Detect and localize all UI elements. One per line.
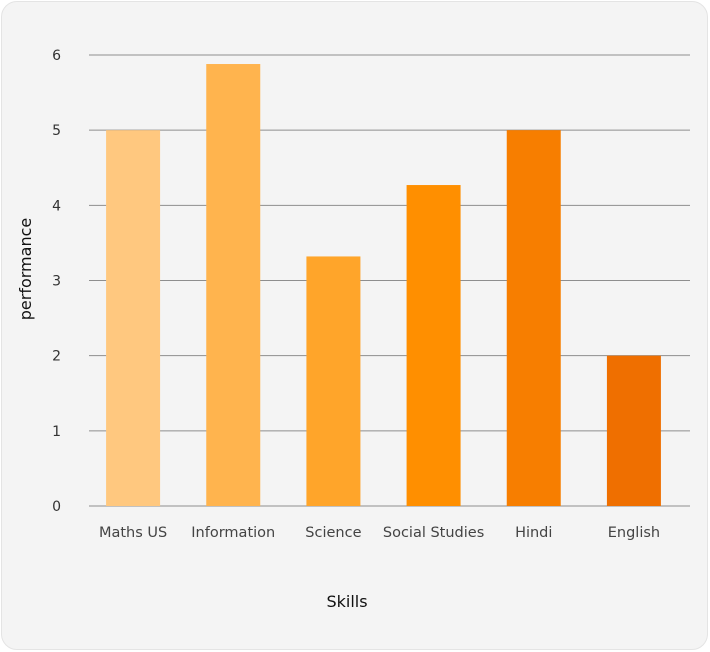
x-tick-label: Science <box>305 525 361 541</box>
x-tick-label: Hindi <box>515 525 552 541</box>
bar-science <box>306 256 361 506</box>
x-tick-label: Information <box>191 525 275 541</box>
bar-english <box>606 355 661 506</box>
y-axis-title: performance <box>16 218 35 320</box>
gridlines <box>89 54 690 507</box>
bar-social-studies <box>406 185 461 506</box>
bar-maths-us <box>106 130 161 506</box>
x-tick-label: English <box>608 525 660 541</box>
x-axis-ticks: Maths US Information Science Social Studies… <box>99 525 660 541</box>
x-axis-title: Skills <box>326 592 367 611</box>
y-tick-label: 2 <box>52 349 61 365</box>
y-tick-label: 6 <box>52 48 61 64</box>
bars <box>106 64 661 507</box>
y-tick-label: 3 <box>52 274 61 290</box>
y-tick-label: 0 <box>52 499 61 515</box>
bar-information <box>206 64 261 507</box>
y-axis-ticks: 0 1 2 3 4 5 6 <box>52 48 61 515</box>
y-tick-label: 5 <box>52 123 61 139</box>
y-tick-label: 1 <box>52 424 61 440</box>
y-tick-label: 4 <box>52 198 61 214</box>
x-tick-label: Social Studies <box>383 525 484 541</box>
bar-hindi <box>506 130 561 506</box>
x-tick-label: Maths US <box>99 525 167 541</box>
